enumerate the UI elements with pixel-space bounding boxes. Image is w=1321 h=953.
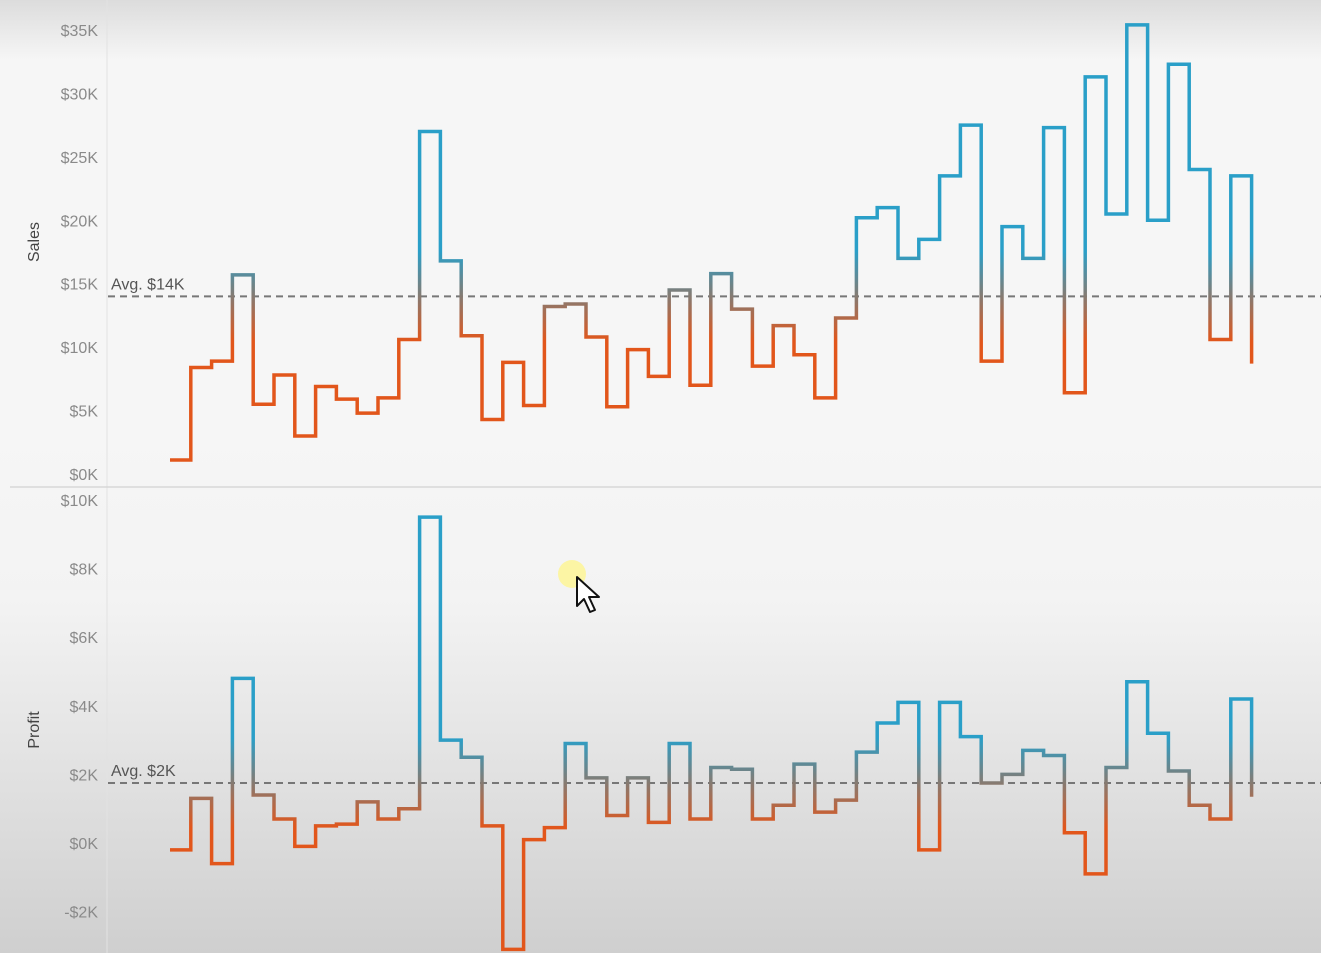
sales-step-line	[170, 23, 1254, 462]
y-tick-label: -$2K	[64, 905, 98, 922]
sales-y-ticks: $0K $5K $10K $15K $20K $25K $30K $35K	[61, 23, 99, 484]
profit-step-line	[170, 515, 1254, 952]
y-tick-label: $25K	[61, 150, 99, 167]
y-tick-label: $30K	[61, 86, 99, 103]
sales-average-label: Avg. $14K	[111, 276, 185, 293]
profit-y-ticks: -$2K $0K $2K $4K $6K $8K $10K	[61, 493, 99, 922]
y-tick-label: $2K	[70, 767, 99, 784]
profit-average-label: Avg. $2K	[111, 763, 176, 780]
y-tick-label: $15K	[61, 277, 99, 294]
cursor-icon	[558, 560, 600, 613]
y-tick-label: $10K	[61, 340, 99, 357]
profit-axis-title: Profit	[26, 711, 43, 749]
y-tick-label: $6K	[70, 630, 99, 647]
sales-axis-title: Sales	[26, 222, 43, 262]
y-tick-label: $20K	[61, 213, 99, 230]
y-tick-label: $10K	[61, 493, 99, 510]
y-tick-label: $5K	[70, 404, 99, 421]
sales-panel: Sales $0K $5K $10K $15K $20K $25K $30K $35K Avg…	[26, 23, 1321, 484]
y-tick-label: $8K	[70, 562, 99, 579]
y-tick-label: $0K	[70, 836, 99, 853]
y-tick-label: $0K	[70, 467, 99, 484]
y-tick-label: $35K	[61, 23, 99, 40]
profit-panel: Profit -$2K $0K $2K $4K $6K $8K $10K Avg. $2K	[26, 493, 1321, 952]
y-tick-label: $4K	[70, 699, 99, 716]
